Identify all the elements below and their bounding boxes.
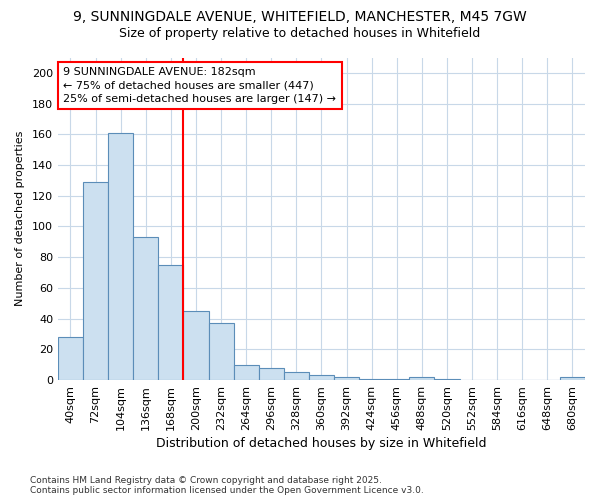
Bar <box>384 378 409 380</box>
Bar <box>133 237 158 380</box>
Bar <box>409 377 434 380</box>
Text: 9 SUNNINGDALE AVENUE: 182sqm
← 75% of detached houses are smaller (447)
25% of s: 9 SUNNINGDALE AVENUE: 182sqm ← 75% of de… <box>63 67 336 104</box>
Bar <box>334 377 359 380</box>
Bar <box>209 323 233 380</box>
Bar <box>158 265 184 380</box>
Bar <box>560 377 585 380</box>
Text: 9, SUNNINGDALE AVENUE, WHITEFIELD, MANCHESTER, M45 7GW: 9, SUNNINGDALE AVENUE, WHITEFIELD, MANCH… <box>73 10 527 24</box>
Text: Size of property relative to detached houses in Whitefield: Size of property relative to detached ho… <box>119 28 481 40</box>
Bar <box>58 337 83 380</box>
Text: Contains HM Land Registry data © Crown copyright and database right 2025.
Contai: Contains HM Land Registry data © Crown c… <box>30 476 424 495</box>
Bar <box>309 376 334 380</box>
X-axis label: Distribution of detached houses by size in Whitefield: Distribution of detached houses by size … <box>156 437 487 450</box>
Bar <box>259 368 284 380</box>
Bar <box>108 133 133 380</box>
Bar <box>233 364 259 380</box>
Bar <box>184 311 209 380</box>
Bar <box>434 378 460 380</box>
Bar <box>284 372 309 380</box>
Bar <box>359 378 384 380</box>
Bar <box>83 182 108 380</box>
Y-axis label: Number of detached properties: Number of detached properties <box>15 131 25 306</box>
